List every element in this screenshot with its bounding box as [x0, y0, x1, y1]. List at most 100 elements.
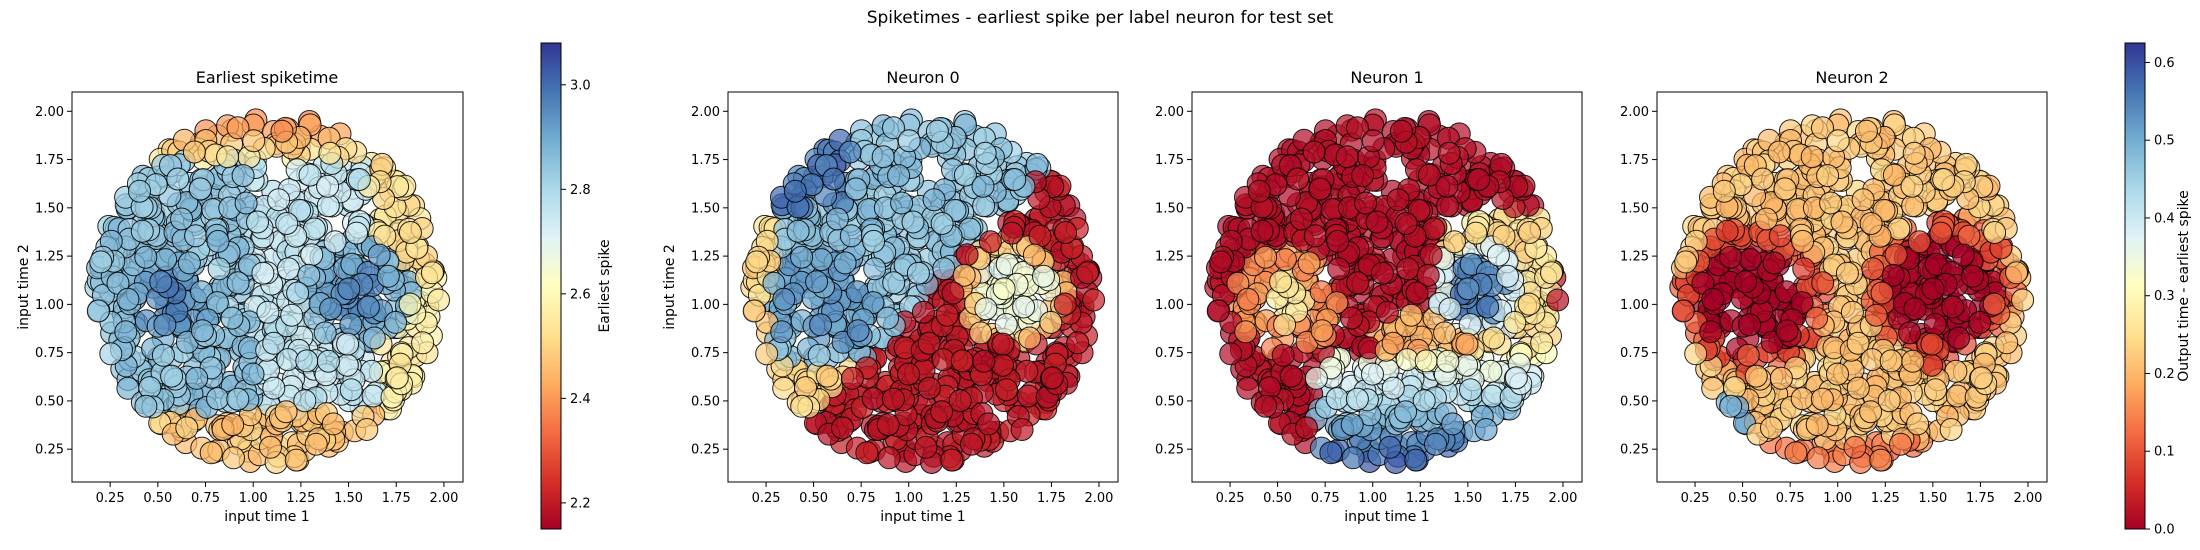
scatter-point: [1819, 191, 1843, 215]
scatter-point: [1907, 230, 1931, 254]
scatter-point: [1335, 145, 1359, 169]
y-tick-label: 0.75: [1620, 346, 1649, 361]
scatter-point: [960, 432, 983, 456]
y-ticks: 0.25 0.50 0.75 1.00 1.25 1.50 1.75 2.00: [1620, 105, 1657, 458]
scatter-point: [1900, 174, 1924, 198]
scatter-point: [1459, 378, 1482, 402]
scatter-point: [1250, 219, 1274, 243]
y-tick-label: 0.75: [1155, 346, 1184, 361]
colorbar-tick-label: 0.5: [2154, 134, 2175, 149]
y-axis-label: input time 2: [662, 244, 678, 329]
x-tick-label: 0.25: [96, 491, 125, 506]
scatter-point: [1327, 257, 1351, 281]
scatter-point: [1076, 261, 1099, 285]
scatter-point: [1810, 387, 1834, 411]
colorbar-gradient: [2124, 42, 2146, 530]
scatter-point: [241, 362, 265, 386]
scatter-point: [427, 288, 450, 312]
x-ticks: 0.25 0.50 0.75 1.00 1.25 1.50 1.75 2.00: [1216, 482, 1577, 506]
colorbar-tick-label: 0.6: [2154, 56, 2175, 71]
scatter-point: [114, 320, 138, 344]
scatter-point: [1441, 412, 1465, 436]
x-tick-label: 1.50: [1453, 491, 1482, 506]
scatter-point: [1738, 248, 1762, 272]
scatter-point: [321, 412, 345, 436]
scatter-points: [1669, 108, 2035, 474]
scatter-point: [790, 245, 814, 269]
scatter-point: [1995, 331, 2019, 355]
x-tick-label: 0.25: [1216, 491, 1245, 506]
scatter-point: [345, 221, 369, 245]
scatter-point: [861, 387, 885, 411]
scatter-point: [973, 141, 997, 165]
scatter-point: [1404, 448, 1428, 472]
scatter-point: [1486, 243, 1510, 267]
x-tick-label: 2.00: [1084, 491, 1113, 506]
scatter-point: [1901, 349, 1925, 373]
scatter-point: [355, 418, 379, 441]
scatter-point: [1022, 243, 1046, 267]
scatter-point: [1854, 119, 1878, 143]
scatter-point: [770, 320, 794, 344]
scatter-point: [1939, 418, 1963, 441]
scatter-point: [1983, 221, 2007, 244]
scatter-point: [1517, 292, 1541, 316]
scatter-point: [1438, 297, 1462, 321]
scatter-point: [887, 164, 911, 188]
scatter-point: [284, 448, 308, 472]
scatter-point: [1790, 387, 1814, 411]
scatter-point: [1961, 264, 1984, 288]
colorbar-tick-label: 2.2: [570, 496, 591, 511]
scatter-point: [398, 292, 422, 316]
panel-title: Neuron 1: [1350, 68, 1423, 87]
scatter-point: [1000, 221, 1024, 245]
y-tick-label: 0.25: [1620, 443, 1649, 458]
scatter-point: [175, 416, 199, 440]
scatter-point: [384, 310, 408, 334]
scatter-point: [190, 319, 214, 343]
scatter-point: [293, 389, 317, 413]
scatter-point: [1806, 446, 1830, 470]
scatter-point: [1345, 387, 1369, 411]
scatter-point: [1455, 353, 1479, 377]
scatter-point: [1884, 243, 1908, 267]
scatter-point: [1870, 281, 1894, 305]
x-tick-label: 1.25: [1406, 491, 1435, 506]
scatter-point: [1295, 416, 1318, 440]
scatter-point: [177, 251, 201, 275]
y-tick-label: 2.00: [1620, 105, 1649, 120]
scatter-point: [1811, 271, 1835, 295]
y-tick-label: 1.00: [35, 298, 64, 313]
x-tick-label: 1.75: [1037, 491, 1066, 506]
scatter-point: [877, 446, 901, 470]
scatter-point: [1273, 248, 1297, 272]
x-tick-label: 1.00: [894, 491, 923, 506]
scatter-point: [295, 349, 319, 373]
scatter-point: [130, 219, 154, 243]
scatter-point: [205, 291, 229, 315]
scatter-point: [882, 271, 906, 295]
scatter-point: [420, 261, 444, 285]
y-tick-label: 0.25: [691, 443, 720, 458]
scatter-point: [134, 245, 158, 269]
panel-title: Earliest spiketime: [196, 68, 339, 87]
x-axis-label: input time 1: [1344, 509, 1429, 525]
scatter-point: [1289, 207, 1313, 231]
y-tick-label: 0.50: [691, 394, 720, 409]
scatter-point: [1496, 264, 1519, 288]
scatter-point: [1719, 394, 1743, 418]
scatter-point: [134, 394, 158, 418]
scatter-point: [809, 248, 833, 272]
y-tick-label: 2.00: [35, 105, 64, 120]
scatter-point: [1791, 229, 1815, 253]
scatter-point: [1082, 288, 1106, 312]
scatter-point: [1701, 287, 1725, 311]
scatter-point: [974, 297, 998, 321]
scatter-point: [1861, 257, 1885, 281]
scatter-point: [846, 319, 870, 343]
scatter-point: [809, 313, 833, 337]
scatter-point: [319, 297, 343, 321]
scatter-point: [1378, 435, 1402, 459]
scatter-point: [2005, 261, 2028, 285]
scatter-point: [149, 270, 173, 294]
